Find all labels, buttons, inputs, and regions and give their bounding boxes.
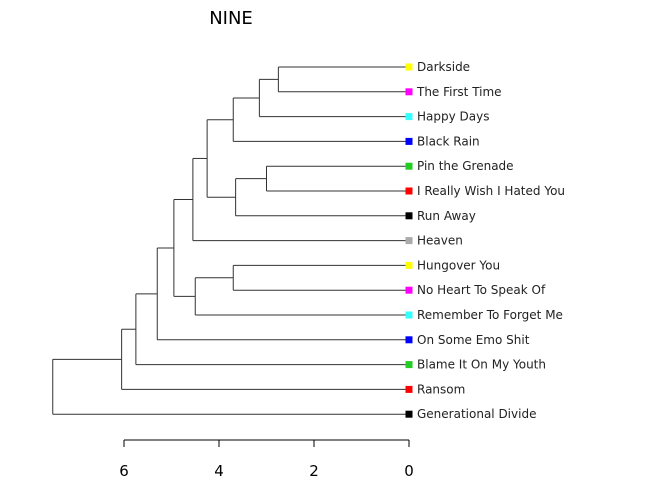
leaf-label: Generational Divide (417, 407, 536, 421)
axis-tick-label: 6 (119, 462, 129, 479)
leaf-label: On Some Emo Shit (417, 333, 530, 347)
leaf-marker (405, 311, 413, 319)
leaf-label: Hungover You (417, 258, 500, 272)
height-axis: 6 4 2 0 (119, 439, 414, 479)
axis-tick-label: 2 (309, 462, 319, 479)
leaf-label: Run Away (417, 209, 476, 223)
leaf-marker (405, 88, 413, 96)
leaf-marker (405, 162, 413, 170)
leaf-marker (405, 113, 413, 121)
leaf-label: Remember To Forget Me (417, 308, 563, 322)
leaf-label: No Heart To Speak Of (417, 283, 546, 297)
leaf-marker (405, 410, 413, 418)
leaf-marker (405, 187, 413, 195)
dendrogram-branches (52, 66, 409, 415)
leaf-marker (405, 261, 413, 269)
leaf-label: Black Rain (417, 134, 480, 148)
leaf-marker (405, 361, 413, 369)
leaf-marker (405, 336, 413, 344)
leaf-marker (405, 385, 413, 393)
axis-tick-label: 0 (404, 462, 414, 479)
axis-tick-label: 4 (214, 462, 224, 479)
chart-title: NINE (209, 8, 253, 29)
leaf-label: Blame It On My Youth (417, 358, 546, 372)
leaf-label: The First Time (416, 85, 502, 99)
leaf-label: I Really Wish I Hated You (417, 184, 565, 198)
leaf-label: Heaven (417, 234, 463, 248)
leaf-label: Ransom (417, 382, 465, 396)
leaf-marker (405, 237, 413, 245)
leaf-markers (405, 63, 413, 418)
leaf-label: Happy Days (417, 110, 489, 124)
leaf-marker (405, 137, 413, 145)
leaf-marker (405, 212, 413, 220)
leaf-marker (405, 63, 413, 71)
leaf-marker (405, 286, 413, 294)
leaf-label: Pin the Grenade (417, 159, 514, 173)
leaf-labels: Darkside The First Time Happy Days Black Ra… (416, 60, 565, 421)
leaf-label: Darkside (417, 60, 470, 74)
